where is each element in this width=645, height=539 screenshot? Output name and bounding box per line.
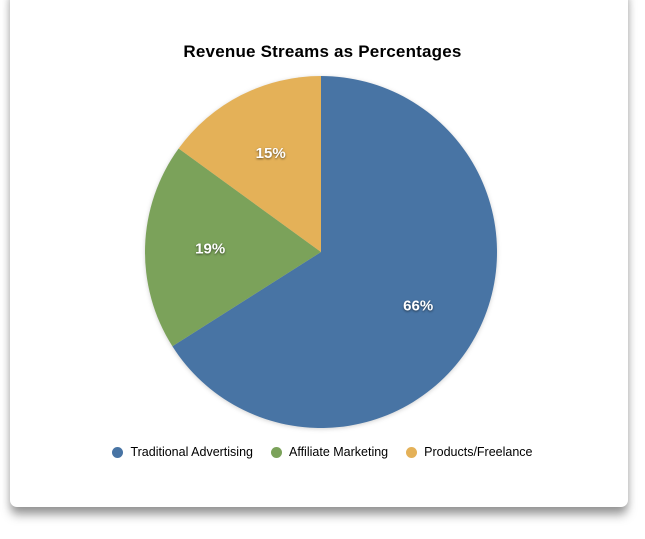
pie-slice-percent-label: 15% (256, 145, 286, 162)
pie-slice-percent-label: 66% (403, 297, 433, 314)
pie-slice-affiliate-marketing (145, 148, 321, 347)
pie-slice-traditional-advertising (172, 76, 497, 428)
legend-label: Products/Freelance (424, 445, 533, 459)
pie-slice-percent-label: 19% (195, 241, 225, 258)
legend-marker-circle-icon (406, 446, 418, 458)
pie-slices: 66% 19% 15% (145, 76, 497, 428)
legend-marker-circle-icon (112, 446, 124, 458)
legend-item-traditional-advertising: Traditional Advertising (112, 445, 253, 459)
legend-item-products-freelance: Products/Freelance (406, 445, 533, 459)
legend-marker-circle-icon (271, 446, 282, 458)
legend-label: Traditional Advertising (130, 445, 253, 459)
legend-item-affiliate-marketing: Affiliate Marketing (271, 445, 388, 459)
legend-label: Affiliate Marketing (289, 445, 389, 459)
pie-slice-products-freelance (178, 76, 321, 252)
legend: Traditional Advertising Affiliate Market… (0, 445, 645, 459)
chart-title: Revenue Streams as Percentages (183, 42, 462, 61)
